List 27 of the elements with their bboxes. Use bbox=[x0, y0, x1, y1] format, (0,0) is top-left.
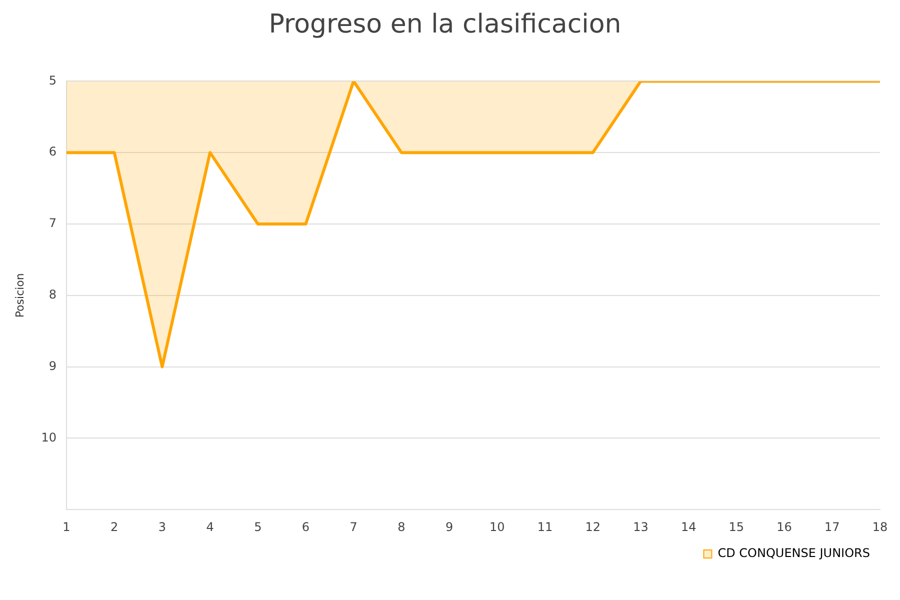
x-tick-label: 15 bbox=[728, 520, 744, 534]
x-tick-label: 9 bbox=[445, 520, 454, 534]
x-tick-label: 4 bbox=[206, 520, 214, 534]
x-tick-label: 1 bbox=[62, 520, 70, 534]
chart-title: Progreso en la clasificacion bbox=[268, 9, 622, 40]
y-tick-label: 10 bbox=[41, 430, 56, 444]
x-tick-label: 12 bbox=[585, 520, 601, 534]
x-tick-label: 2 bbox=[110, 520, 118, 534]
y-tick-label: 5 bbox=[48, 73, 56, 88]
x-tick-label: 10 bbox=[490, 520, 505, 534]
y-tick-label: 8 bbox=[48, 288, 56, 302]
x-tick-label: 5 bbox=[254, 520, 262, 534]
x-tick-label: 18 bbox=[872, 520, 888, 534]
x-tick-label: 13 bbox=[633, 520, 648, 534]
legend-label: CD CONQUENSE JUNIORS bbox=[718, 546, 870, 560]
y-tick-label: 9 bbox=[48, 358, 56, 373]
x-tick-label: 6 bbox=[302, 520, 310, 534]
y-axis-title: Posicion bbox=[13, 273, 26, 318]
x-tick-label: 14 bbox=[680, 520, 696, 534]
y-tick-label: 7 bbox=[48, 216, 56, 230]
x-tick-label: 3 bbox=[158, 520, 166, 534]
y-tick-label: 6 bbox=[48, 144, 56, 159]
x-tick-label: 16 bbox=[776, 520, 792, 534]
x-tick-label: 17 bbox=[824, 520, 840, 534]
x-tick-label: 7 bbox=[350, 520, 358, 534]
x-tick-label: 11 bbox=[537, 520, 553, 534]
x-tick-label: 8 bbox=[398, 520, 406, 534]
